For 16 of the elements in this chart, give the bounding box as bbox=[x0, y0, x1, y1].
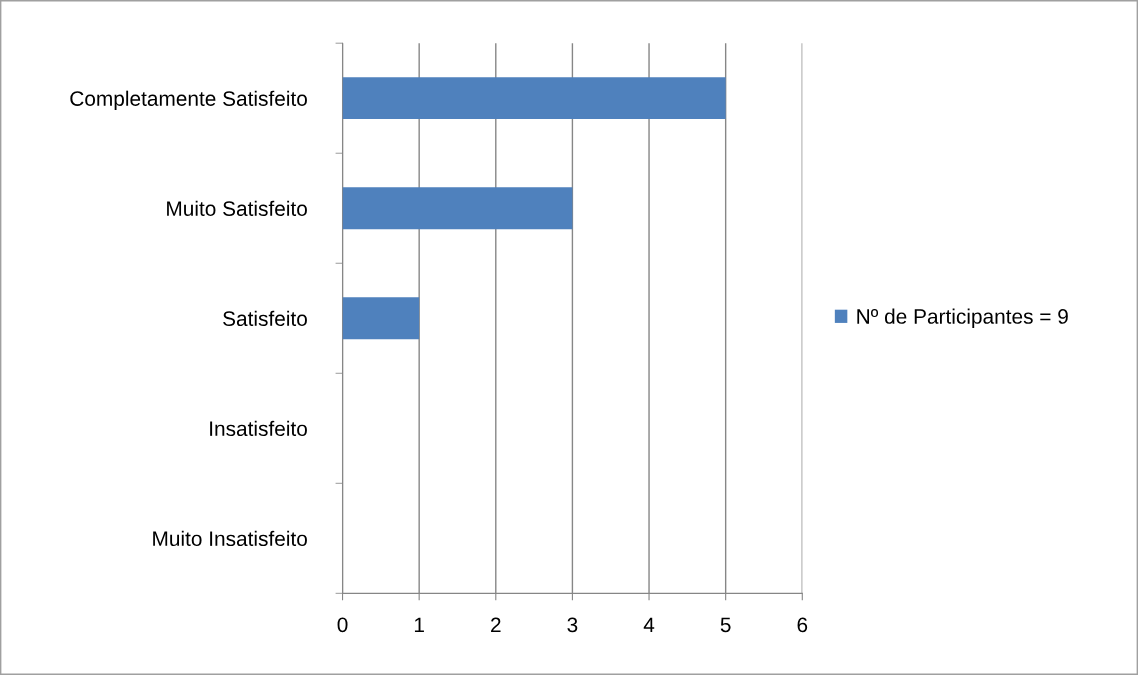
x-tick-label: 3 bbox=[567, 617, 578, 633]
x-tick-label: 6 bbox=[797, 617, 808, 633]
bar bbox=[342, 297, 420, 340]
x-tick-label: 5 bbox=[720, 617, 731, 633]
x-tick-label: 4 bbox=[643, 617, 655, 633]
bar bbox=[342, 187, 573, 230]
y-tick-label: Satisfeito bbox=[223, 310, 307, 327]
x-tick-label: 1 bbox=[414, 617, 424, 633]
y-tick-label: Completamente Satisfeito bbox=[70, 90, 307, 111]
y-tick-label: Muito Insatisfeito bbox=[153, 530, 307, 547]
legend-label: Nº de Participantes = 9 bbox=[857, 308, 1068, 328]
x-tick-label: 0 bbox=[337, 617, 348, 633]
y-tick-label: Muito Satisfeito bbox=[167, 200, 307, 216]
bar bbox=[342, 77, 726, 120]
x-tick-label: 2 bbox=[491, 617, 501, 633]
y-tick-label: Insatisfeito bbox=[210, 420, 307, 437]
